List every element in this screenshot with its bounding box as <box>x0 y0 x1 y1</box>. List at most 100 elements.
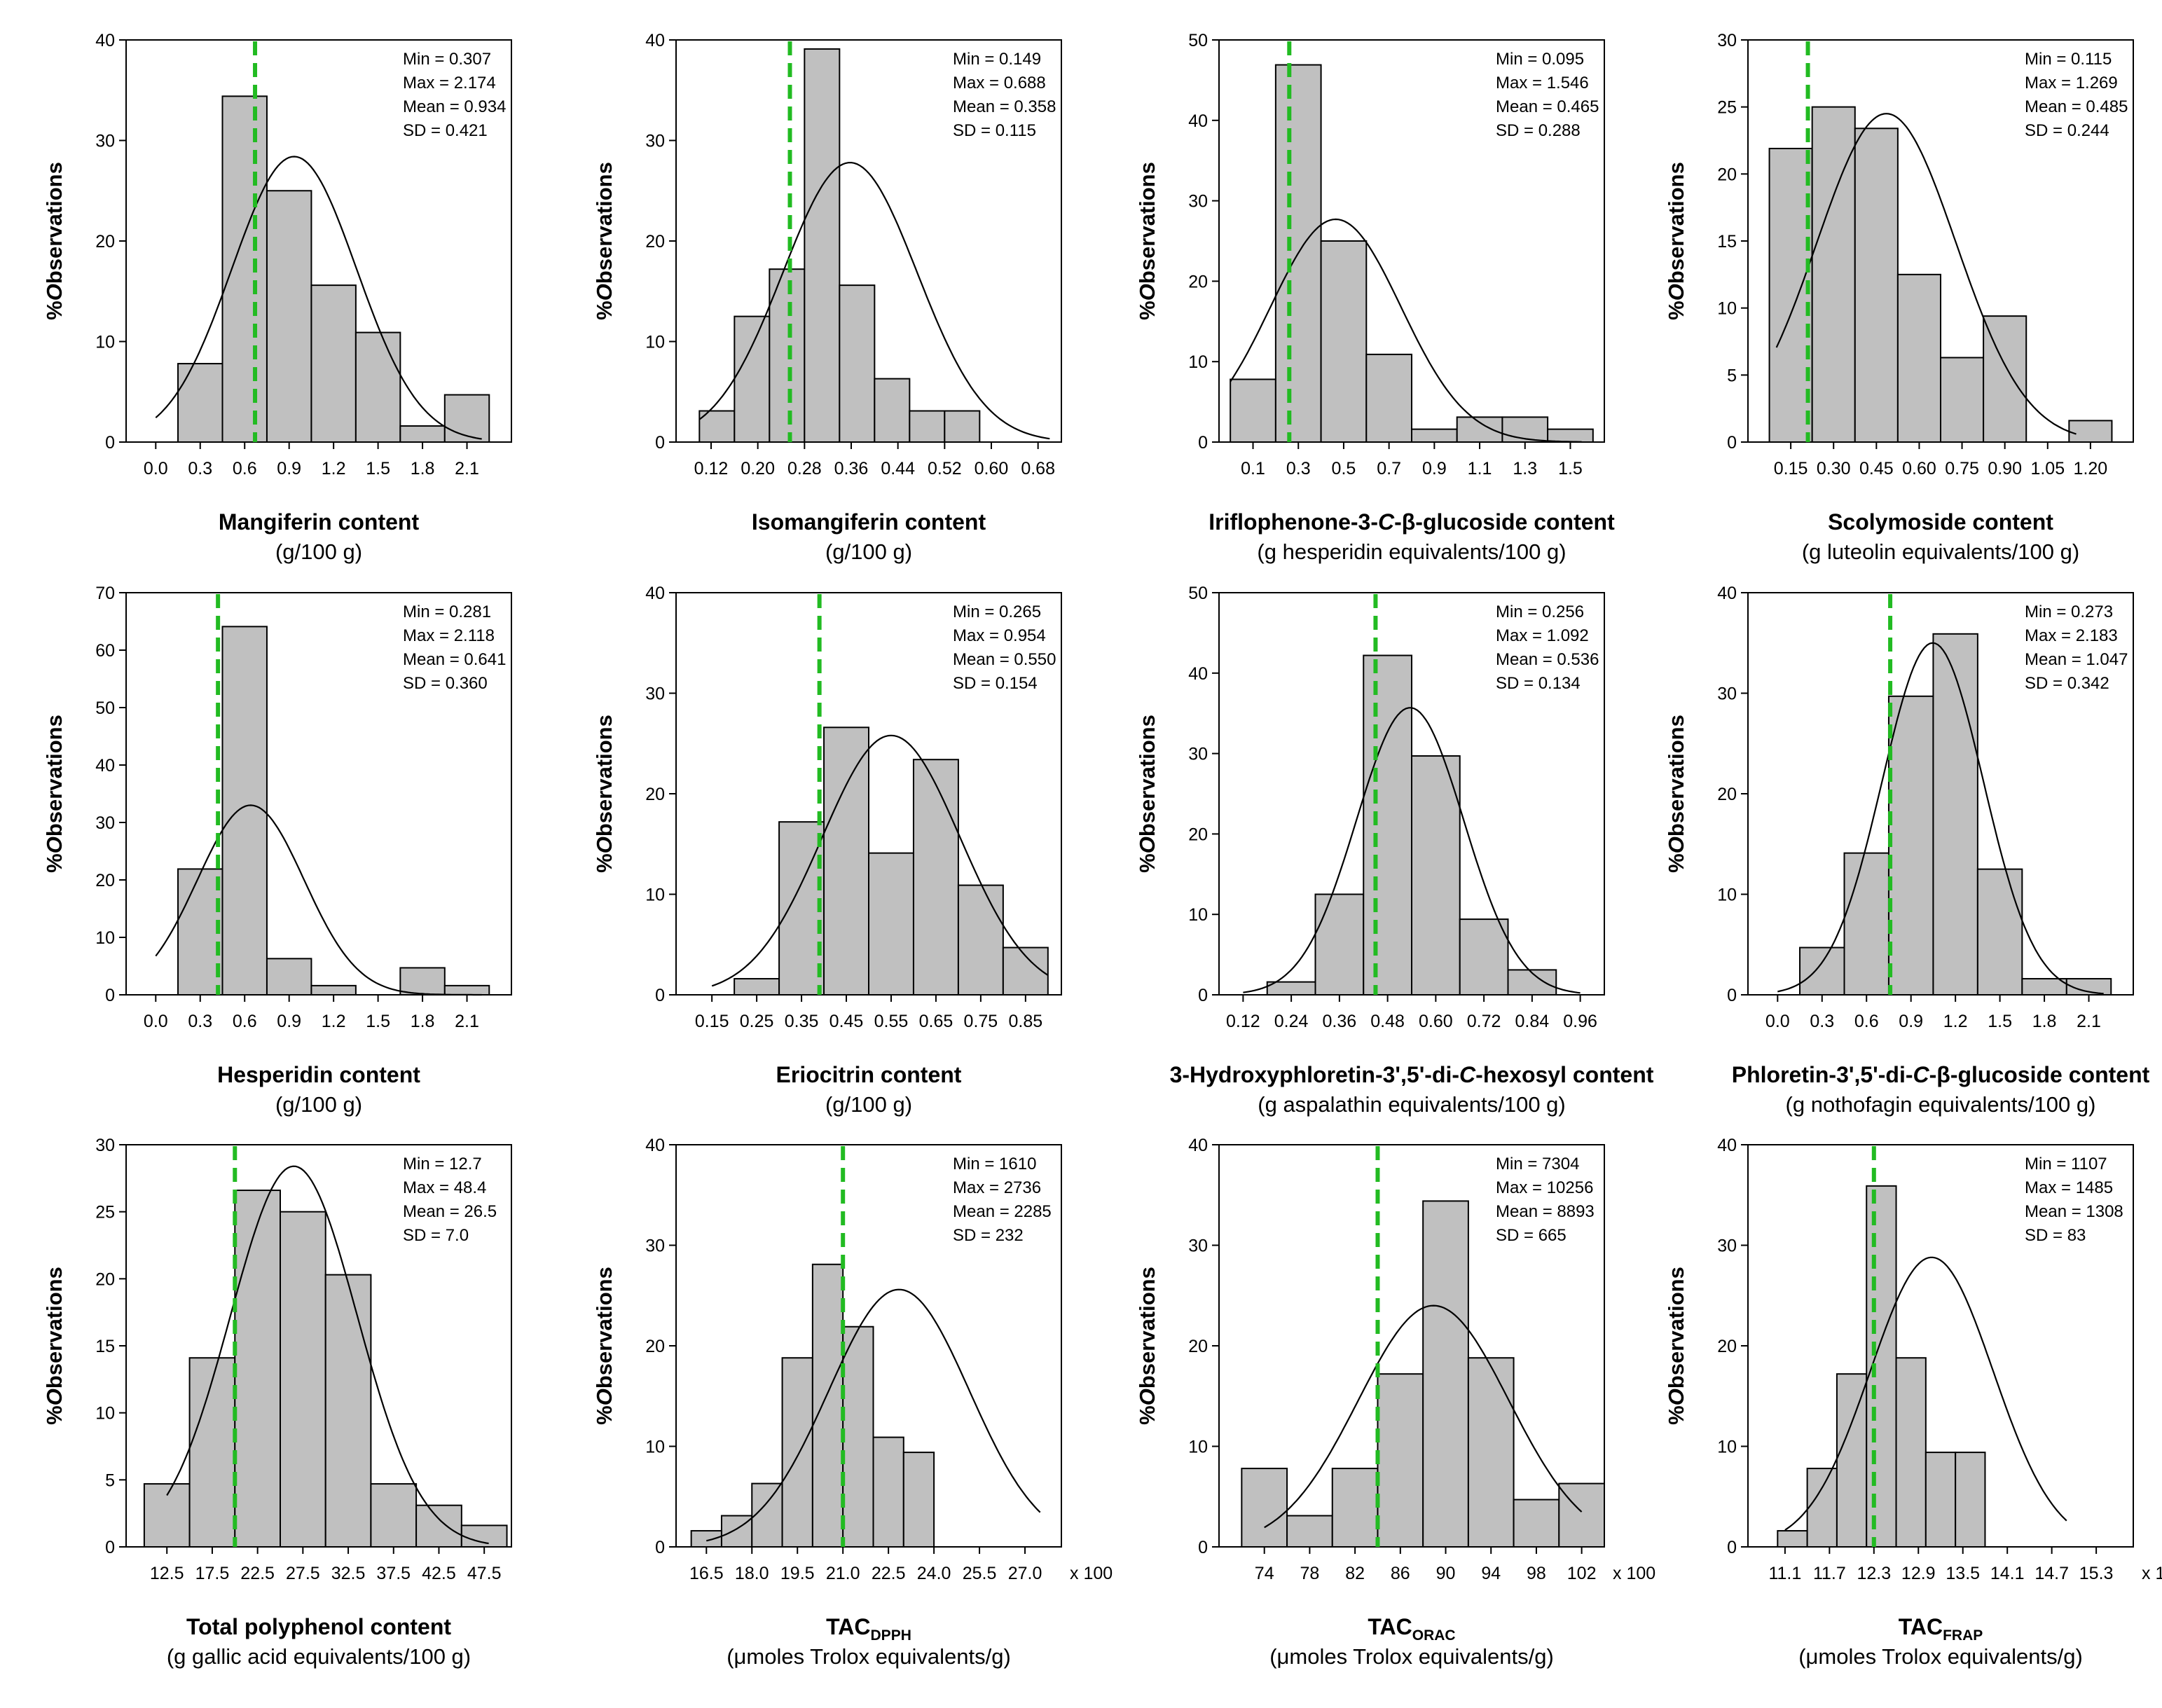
stats-line: Mean = 1308 <box>2025 1202 2123 1221</box>
x-axis-title: TACDPPH <box>826 1614 911 1644</box>
chart-panel-12: 0 10 20 30 40 11.1 11.7 12.3 12.9 13.5 14.1 14.7 15.… <box>1664 1136 2162 1669</box>
normal-fit-curve <box>166 1165 489 1545</box>
y-axis-title: %Observations <box>592 715 617 873</box>
x-tick-label: 0.24 <box>1274 1012 1309 1031</box>
x-axis-title: Total polyphenol content <box>186 1614 451 1639</box>
y-tick-label: 25 <box>1717 98 1737 118</box>
x-tick-label: 0.90 <box>1988 459 2022 478</box>
y-axis-title-rest: bservations <box>42 162 67 284</box>
x-axis-title: Eriocitrin content <box>776 1062 962 1087</box>
x-tick-label: 0.36 <box>1323 1012 1357 1031</box>
stats-line: Min = 0.256 <box>1496 602 1584 621</box>
stats-line: Min = 7304 <box>1496 1155 1579 1173</box>
histogram-bar <box>1895 1357 1927 1548</box>
y-axis-title-rest: bservations <box>1664 715 1688 836</box>
x-axis-units: (g hesperidin equivalents/100 g) <box>1257 539 1566 564</box>
histogram-bar <box>1836 1373 1868 1548</box>
x-tick-label: 1.20 <box>2074 459 2108 478</box>
y-tick-label: 25 <box>95 1203 115 1223</box>
y-axis-title: %Observations <box>1135 715 1159 873</box>
y-tick-label: 10 <box>645 886 665 905</box>
stats-line: Max = 1.546 <box>1496 74 1589 92</box>
x-axis-title-part: -β-glucoside content <box>1929 1062 2150 1087</box>
histogram-bar <box>811 1263 844 1548</box>
y-tick-label: 50 <box>1188 31 1208 50</box>
x-tick-label: 0.75 <box>964 1012 998 1031</box>
stats-line: Max = 1485 <box>2025 1178 2113 1197</box>
x-tick-label: 0.9 <box>277 459 301 478</box>
histogram-bar <box>902 1452 935 1548</box>
units-mu-symbol: μ <box>734 1644 747 1669</box>
x-tick-label: 0.35 <box>785 1012 819 1031</box>
y-tick-label: 10 <box>645 1438 665 1457</box>
stats-line: Min = 0.281 <box>403 602 491 621</box>
x-tick-label: 22.5 <box>240 1564 275 1583</box>
y-tick-label: 0 <box>105 433 115 453</box>
x-tick-label: 13.5 <box>1946 1564 1980 1583</box>
chart-panel-9: 0 5 10 15 20 25 30 12.5 17.5 22.5 27.5 32.5 37.5 42.5… <box>42 1136 512 1669</box>
histogram-bar <box>443 984 490 996</box>
histogram-bar <box>874 378 911 443</box>
histogram-bar <box>1266 981 1316 996</box>
stats-line: SD = 7.0 <box>403 1226 469 1245</box>
y-tick-label: 40 <box>95 756 115 776</box>
units-prefix: ( <box>1798 1644 1806 1669</box>
y-tick-label: 0 <box>1198 986 1208 1005</box>
x-tick-label: 0.28 <box>787 459 822 478</box>
stats-line: SD = 0.244 <box>2025 121 2109 140</box>
histogram-bar <box>769 268 806 443</box>
y-axis-title-italic-o: O <box>1664 284 1688 301</box>
y-axis-title-rest: bservations <box>1135 715 1159 836</box>
normal-fit-curve <box>711 734 1049 987</box>
x-axis-title-italic: C <box>1378 509 1395 535</box>
units-rest: moles Trolox equivalents/g) <box>1289 1644 1553 1669</box>
x-tick-label: 0.0 <box>144 459 168 478</box>
histogram-bar <box>221 626 268 996</box>
y-axis-title-prefix: % <box>1664 301 1688 320</box>
x-tick-label: 0.85 <box>1009 1012 1043 1031</box>
x-tick-label: 102 <box>1567 1564 1597 1583</box>
chart-panel-6: 0 10 20 30 40 0.15 0.25 0.35 0.45 0.55 0.65 0.75 0.8… <box>592 584 1062 1117</box>
histogram-bar <box>1768 147 1813 443</box>
x-tick-label: 0.6 <box>1854 1012 1879 1031</box>
stats-line: Max = 2.174 <box>403 74 496 92</box>
y-axis-title-prefix: % <box>42 853 67 873</box>
histogram-bar <box>310 284 357 443</box>
histogram-bar <box>234 1190 282 1548</box>
y-tick-label: 10 <box>95 333 115 352</box>
x-axis-title-main: TAC <box>826 1614 870 1639</box>
y-axis-title-prefix: % <box>1135 1405 1159 1425</box>
normal-fit-curve <box>155 804 482 996</box>
stats-line: Max = 0.954 <box>953 626 1046 645</box>
y-axis-title: %Observations <box>42 162 67 320</box>
y-tick-label: 15 <box>95 1337 115 1356</box>
y-tick-label: 10 <box>1717 886 1737 905</box>
stats-line: Max = 1.092 <box>1496 626 1589 645</box>
stats-line: Mean = 0.536 <box>1496 650 1599 669</box>
histogram-bar <box>1854 128 1899 443</box>
y-tick-label: 30 <box>1717 31 1737 50</box>
stats-line: Mean = 1.047 <box>2025 650 2128 669</box>
y-tick-label: 40 <box>1717 1136 1737 1155</box>
x-tick-label: 0.60 <box>1419 1012 1453 1031</box>
x-tick-label: 0.6 <box>233 459 257 478</box>
x-axis-title-part: Phloretin-3',5'-di- <box>1732 1062 1913 1087</box>
histogram-bar <box>2021 978 2067 996</box>
stats-line: Min = 12.7 <box>403 1155 482 1173</box>
stats-line: Max = 48.4 <box>403 1178 486 1197</box>
x-axis-units: (g aspalathin equivalents/100 g) <box>1258 1092 1565 1117</box>
y-tick-label: 10 <box>1188 905 1208 925</box>
x-tick-label: 0.75 <box>1945 459 1979 478</box>
x-axis-units: (g nothofagin equivalents/100 g) <box>1786 1092 2096 1117</box>
y-tick-label: 40 <box>645 1136 665 1155</box>
histogram-bar <box>1799 946 1845 996</box>
histogram-bar <box>1940 357 1985 443</box>
stats-line: Min = 0.265 <box>953 602 1041 621</box>
stats-line: Mean = 0.485 <box>2025 97 2128 116</box>
chart-panel-10: 0 10 20 30 40 16.5 18.0 19.5 21.0 22.5 24.0 25.5 27.… <box>592 1136 1113 1669</box>
x-axis-title-main: TAC <box>1899 1614 1943 1639</box>
chart-panel-4: 0 5 10 15 20 25 30 0.15 0.30 0.45 0.60 0.75 0.90 1.05… <box>1664 31 2134 564</box>
y-tick-label: 0 <box>1727 1538 1737 1557</box>
normal-fit-curve <box>706 1288 1041 1542</box>
x-axis-title: 3-Hydroxyphloretin-3',5'-di-C-hexosyl co… <box>1170 1062 1654 1087</box>
